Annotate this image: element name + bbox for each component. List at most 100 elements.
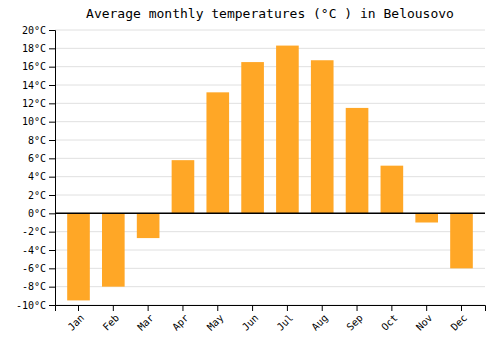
grid-line [55, 103, 485, 104]
y-tick: 10°C [22, 116, 55, 127]
x-tick: Apr [170, 305, 191, 333]
y-tick: 6°C [28, 153, 55, 164]
bar [172, 160, 195, 213]
y-tick: -6°C [22, 263, 55, 274]
y-tick-label: 20°C [22, 25, 46, 36]
x-tick: Jun [240, 305, 261, 333]
x-tick-label: Oct [379, 312, 400, 333]
bar [241, 62, 264, 213]
grid-line [55, 48, 485, 49]
y-tick-mark [49, 67, 55, 68]
bar [415, 213, 438, 222]
grid-line [55, 140, 485, 141]
x-tick-label: Mar [135, 312, 156, 333]
x-tick-mark [252, 305, 253, 311]
x-tick-label: Nov [414, 312, 435, 333]
x-tick: Aug [309, 305, 330, 333]
y-tick-mark [49, 158, 55, 159]
grid-line [55, 158, 485, 159]
y-tick-mark [49, 177, 55, 178]
plot-area: -10°C -8°C -6°C -4°C -2°C 0°C 2°C 4°C 6°C 8°C 10°C… [16, 25, 486, 333]
y-tick-label: 10°C [22, 116, 46, 127]
y-tick: 0°C [28, 208, 55, 219]
y-tick: -4°C [22, 245, 55, 256]
y-tick-label: 4°C [28, 171, 46, 182]
y-tick: 16°C [22, 61, 55, 72]
x-tick-mark [461, 305, 462, 311]
x-tick: Sep [344, 305, 365, 333]
y-tick-mark [49, 85, 55, 86]
bars [67, 46, 473, 301]
y-tick-label: -8°C [22, 281, 46, 292]
y-tick-label: 0°C [28, 208, 46, 219]
x-tick-label: Dec [449, 312, 470, 333]
y-tick: 4°C [28, 171, 55, 182]
y-tick-mark [49, 48, 55, 49]
y-tick-mark [49, 103, 55, 104]
x-tick: Nov [414, 305, 435, 333]
grid-line [55, 121, 485, 122]
y-tick: 12°C [22, 98, 55, 109]
bar [102, 213, 125, 286]
x-tick-mark [426, 305, 427, 311]
x-tick-mark [217, 305, 218, 311]
bar [346, 108, 369, 213]
x-tick-mark [322, 305, 323, 311]
zero-line [55, 213, 485, 215]
y-tick-mark [49, 122, 55, 123]
x-tick-label: May [205, 312, 226, 333]
grid-line [55, 195, 485, 196]
y-tick-mark [49, 305, 55, 306]
y-tick-label: -4°C [22, 245, 46, 256]
y-tick: -8°C [22, 281, 55, 292]
x-tick: Oct [379, 305, 400, 333]
y-tick-mark [49, 213, 55, 214]
bar [67, 213, 90, 300]
x-tick: Mar [135, 305, 156, 333]
x-tick: Jan [66, 305, 87, 333]
x-axis: Jan Feb Mar Apr May Jun Jul Aug Sep Oct Nov Dec [56, 305, 486, 333]
x-axis-line [56, 306, 486, 312]
y-tick: 20°C [22, 25, 55, 36]
x-tick-mark [391, 305, 392, 311]
y-tick-label: 2°C [28, 190, 46, 201]
bar [206, 92, 229, 213]
y-tick-label: 14°C [22, 80, 46, 91]
y-tick-mark [49, 287, 55, 288]
y-axis: -10°C -8°C -6°C -4°C -2°C 0°C 2°C 4°C 6°C 8°C 10°C… [16, 25, 56, 311]
x-tick-label: Sep [344, 312, 365, 333]
x-tick: Jul [275, 305, 296, 333]
y-tick-label: 6°C [28, 153, 46, 164]
x-tick: Feb [101, 305, 122, 333]
y-tick-mark [49, 30, 55, 31]
y-tick-label: -6°C [22, 263, 46, 274]
grid-line [55, 176, 485, 177]
y-tick: 2°C [28, 190, 55, 201]
title: Average monthly temperatures (°C ) in Be… [86, 6, 454, 21]
x-tick-mark [287, 305, 288, 311]
bar [311, 60, 334, 213]
y-tick-label: 8°C [28, 135, 46, 146]
y-tick: 8°C [28, 135, 55, 146]
bar [276, 46, 299, 214]
x-tick-mark [148, 305, 149, 311]
grid [55, 30, 485, 305]
x-tick-label: Jan [66, 312, 87, 333]
y-tick: -2°C [22, 226, 55, 237]
x-tick-mark [357, 305, 358, 311]
y-tick: 14°C [22, 80, 55, 91]
x-tick: May [205, 305, 226, 333]
x-tick-label: Feb [101, 312, 122, 333]
bar [381, 166, 404, 214]
bar [450, 213, 473, 268]
y-tick-label: 12°C [22, 98, 46, 109]
y-tick: -10°C [16, 300, 55, 311]
y-tick-mark [49, 268, 55, 269]
y-tick-label: 16°C [22, 61, 46, 72]
y-tick-label: 18°C [22, 43, 46, 54]
bar [137, 213, 160, 238]
grid-line [55, 66, 485, 67]
x-tick-mark [78, 305, 79, 311]
y-tick-mark [49, 232, 55, 233]
x-tick-label: Aug [309, 312, 330, 333]
